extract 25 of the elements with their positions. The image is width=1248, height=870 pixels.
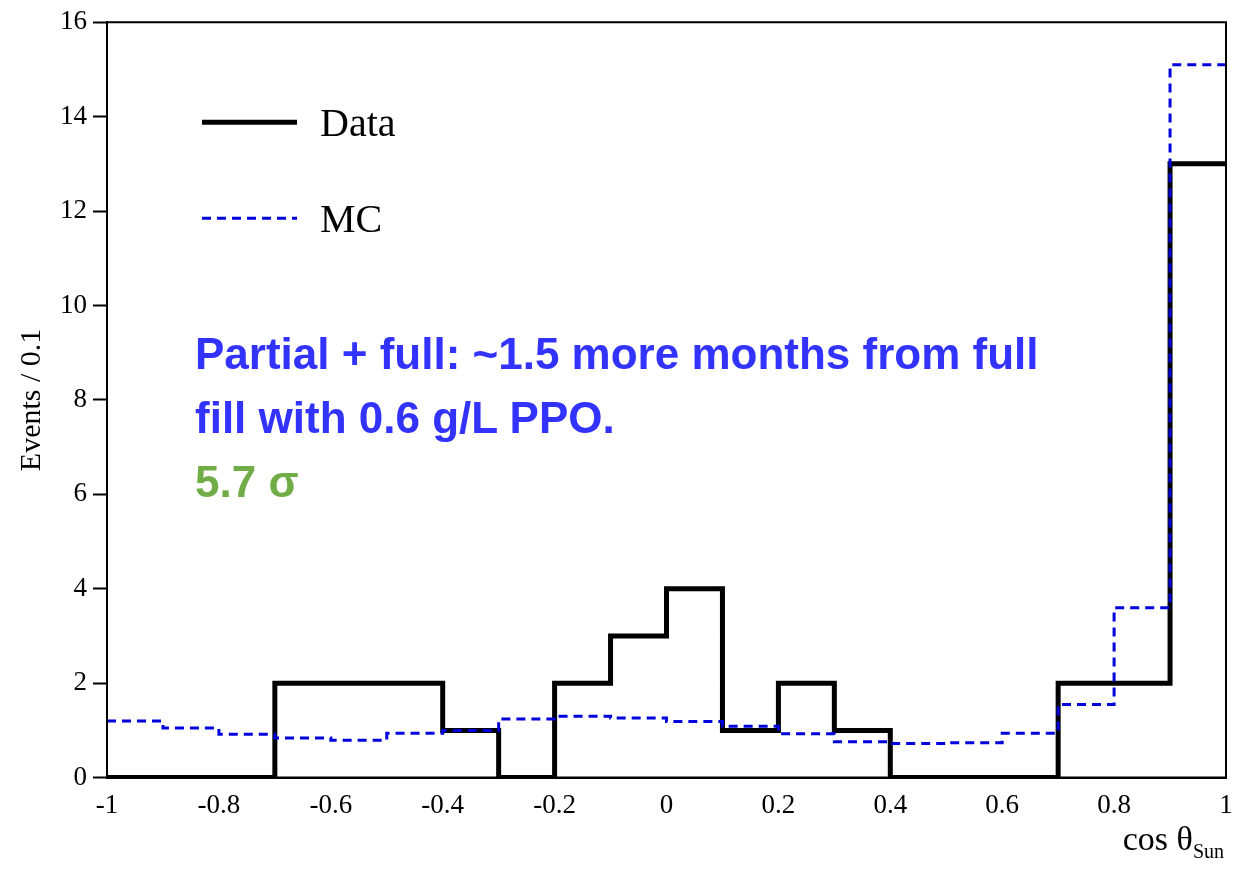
x-tick-label: -1 [95,788,119,819]
y-axis-title: Events / 0.1 [12,328,46,472]
y-tick-label: 0 [73,760,87,791]
x-tick-label: -0.2 [533,788,576,819]
y-tick-label: 2 [73,666,87,697]
y-tick-label: 10 [60,288,87,319]
y-tick-label: 6 [73,477,87,508]
x-tick-label: -0.6 [309,788,353,819]
annotation: 5.7 σ [195,456,300,508]
legend-label: MC [320,195,383,241]
x-tick-label: -0.4 [421,788,465,819]
x-tick-label: 0.4 [873,788,908,819]
x-tick-label: 0 [659,788,674,819]
y-tick-label: 12 [60,194,87,225]
y-tick-label: 16 [60,5,87,36]
x-tick-label: 1 [1219,788,1233,819]
x-tick-label: 0.6 [985,788,1020,819]
annotation: Partial + full: ~1.5 more months from full fill with 0.6 g/L PPO. [195,328,1040,444]
x-tick-label: -0.8 [197,788,241,819]
y-tick-label: 14 [60,99,88,130]
legend-label: Data [320,99,396,145]
x-tick-label: 0.8 [1097,788,1131,819]
x-tick-label: 0.2 [761,788,796,819]
y-tick-label: 4 [73,571,88,602]
y-tick-label: 8 [73,382,87,413]
